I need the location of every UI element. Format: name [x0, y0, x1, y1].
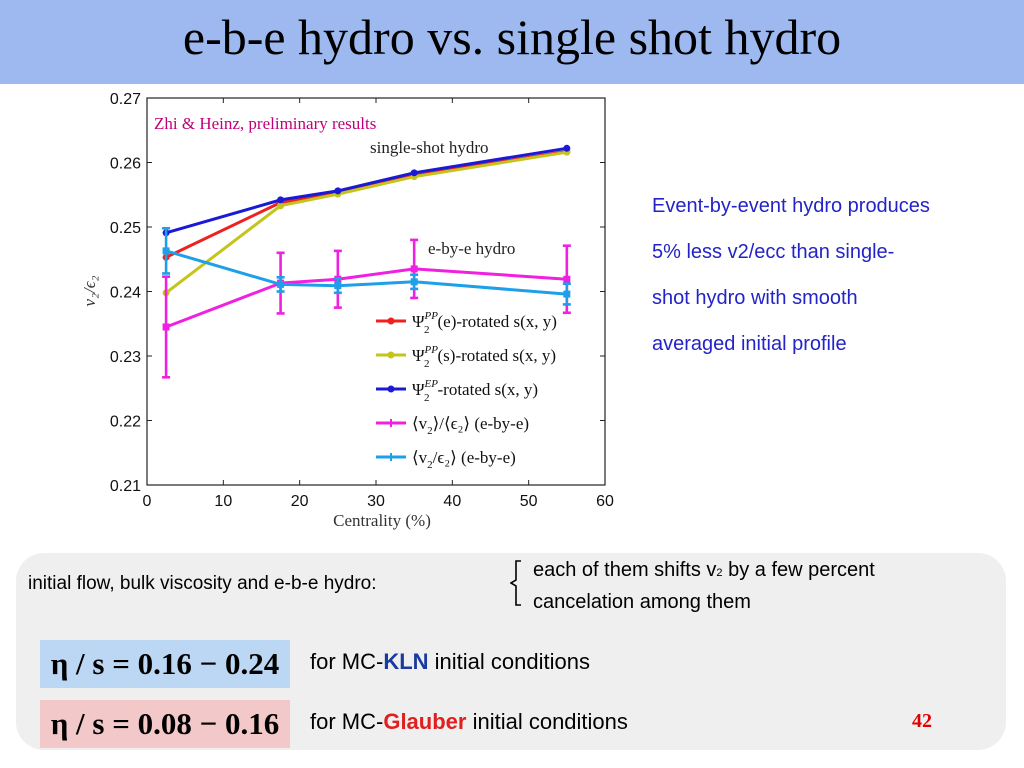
x-tick-label: 30: [367, 493, 385, 510]
title-bar: [0, 0, 1024, 84]
data-point: [277, 196, 285, 204]
data-point: [410, 278, 418, 286]
chart-legend: ΨPP 2 (e)-rotated s(x, y) ΨPP 2 (s)-rotated s…: [376, 310, 557, 471]
y-tick-label: 0.23: [110, 349, 141, 366]
kln-condition-text: for MC-KLN initial conditions: [310, 649, 590, 675]
eta-s-kln-formula: η / s = 0.16 − 0.24: [40, 640, 290, 688]
data-point: [410, 169, 418, 177]
shift-note-pre: each of them shifts v: [533, 559, 717, 581]
side-note-line: shot hydro with smooth: [652, 287, 858, 309]
y-tick-label: 0.27: [110, 91, 141, 108]
data-point: [334, 187, 342, 195]
x-axis-label: Centrality (%): [333, 511, 431, 530]
cancel-note: cancelation among them: [533, 591, 751, 613]
y-tick-label: 0.24: [110, 285, 141, 302]
series-5: [162, 226, 571, 306]
glauber-pre: for MC-: [310, 709, 384, 734]
chart-ebye-annotation: e-by-e hydro: [428, 239, 515, 258]
data-point: [162, 247, 170, 255]
y-tick-label: 0.22: [110, 414, 141, 431]
legend-label: ΨPP 2 (e)-rotated s(x, y): [412, 310, 557, 336]
centrality-v2-chart: 0 10 20 30 40 50 60 0.21 0.22 0.23 0.24 0.25 0.26 0.2…: [80, 91, 614, 530]
glauber-condition-text: for MC-Glauber initial conditions: [310, 709, 628, 735]
legend-marker: [387, 385, 395, 393]
chart-credit-annotation: Zhi & Heinz, preliminary results: [154, 114, 376, 133]
data-point: [563, 290, 571, 298]
side-note: Event-by-event hydro produces 5% less v2…: [652, 183, 1022, 367]
x-tick-label: 60: [596, 493, 614, 510]
x-tick-label: 20: [291, 493, 309, 510]
side-note-line: 5% less v2/ecc than single-: [652, 241, 895, 263]
side-note-line: averaged initial profile: [652, 333, 847, 355]
data-point: [563, 275, 571, 283]
shift-note-post: by a few percent: [722, 559, 875, 581]
data-point: [277, 280, 285, 288]
kln-post: initial conditions: [428, 649, 590, 674]
page-title: e-b-e hydro vs. single shot hydro: [182, 9, 842, 65]
legend-label: ⟨v2⟩/⟨ϵ₂⟩ (e-by-e): [412, 414, 529, 437]
kln-pre: for MC-: [310, 649, 384, 674]
shift-note: each of them shifts v2 by a few percent: [533, 559, 875, 582]
y-tick-label: 0.21: [110, 478, 141, 495]
chart-single-shot-annotation: single-shot hydro: [370, 138, 489, 157]
legend-marker: [387, 351, 395, 359]
x-tick-label: 50: [520, 493, 538, 510]
series-3: [162, 144, 571, 237]
legend-label: ⟨v2/ϵ₂⟩ (e-by-e): [412, 448, 516, 471]
y-tick-label: 0.26: [110, 156, 141, 173]
brace-icon: [510, 560, 521, 606]
x-tick-label: 10: [214, 493, 232, 510]
legend-label: ΨPP 2 (s)-rotated s(x, y): [412, 344, 556, 370]
data-point: [563, 144, 571, 152]
legend-label: ΨEP 2 -rotated s(x, y): [412, 378, 538, 404]
data-point: [162, 323, 170, 331]
x-tick-label: 0: [143, 493, 152, 510]
factors-label: initial flow, bulk viscosity and e-b-e h…: [28, 573, 377, 594]
shift-note-sub: 2: [716, 567, 723, 579]
glauber-word: Glauber: [383, 709, 467, 734]
data-point: [410, 265, 418, 273]
y-tick-label: 0.25: [110, 220, 141, 237]
legend-marker: [387, 317, 395, 325]
side-note-line: Event-by-event hydro produces: [652, 195, 930, 217]
x-tick-label: 40: [443, 493, 461, 510]
eta-s-glauber-formula: η / s = 0.08 − 0.16: [40, 700, 290, 748]
y-axis-label: v₂/ϵ₂: [80, 275, 99, 306]
data-point: [334, 282, 342, 290]
glauber-post: initial conditions: [466, 709, 628, 734]
slide-number: 42: [912, 710, 932, 732]
data-point: [277, 202, 285, 210]
kln-word: KLN: [383, 649, 429, 674]
